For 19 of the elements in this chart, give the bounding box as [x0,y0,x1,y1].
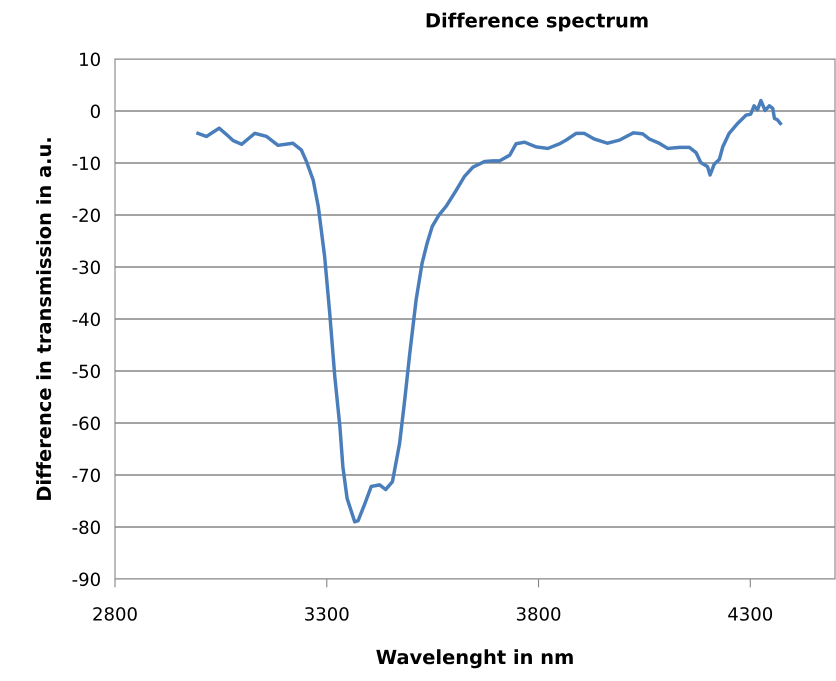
y-tick-label: 10 [80,52,100,66]
y-tick-label: -10 [72,156,100,170]
x-axis-title: Wavelenght in nm [376,649,573,668]
y-tick-label: -30 [72,260,100,274]
x-tick-label: 4300 [728,607,772,621]
line-series [196,98,782,524]
y-tick-label: -90 [72,572,100,586]
y-tick-label: -50 [72,364,100,378]
y-tick-label: -80 [72,520,100,534]
y-tick-label: -40 [72,312,100,326]
y-tick-label: 0 [90,104,100,118]
y-axis-title: Difference in transmission in a.u. [36,138,52,500]
chart-title: Difference spectrum [426,12,648,32]
y-tick-label: -70 [72,468,100,482]
x-tick-label: 3300 [305,607,349,621]
x-tick-label: 3800 [516,607,560,621]
x-tick-label: 2800 [93,607,137,621]
y-tick-label: -20 [72,208,100,222]
y-tick-label: -60 [72,416,100,430]
